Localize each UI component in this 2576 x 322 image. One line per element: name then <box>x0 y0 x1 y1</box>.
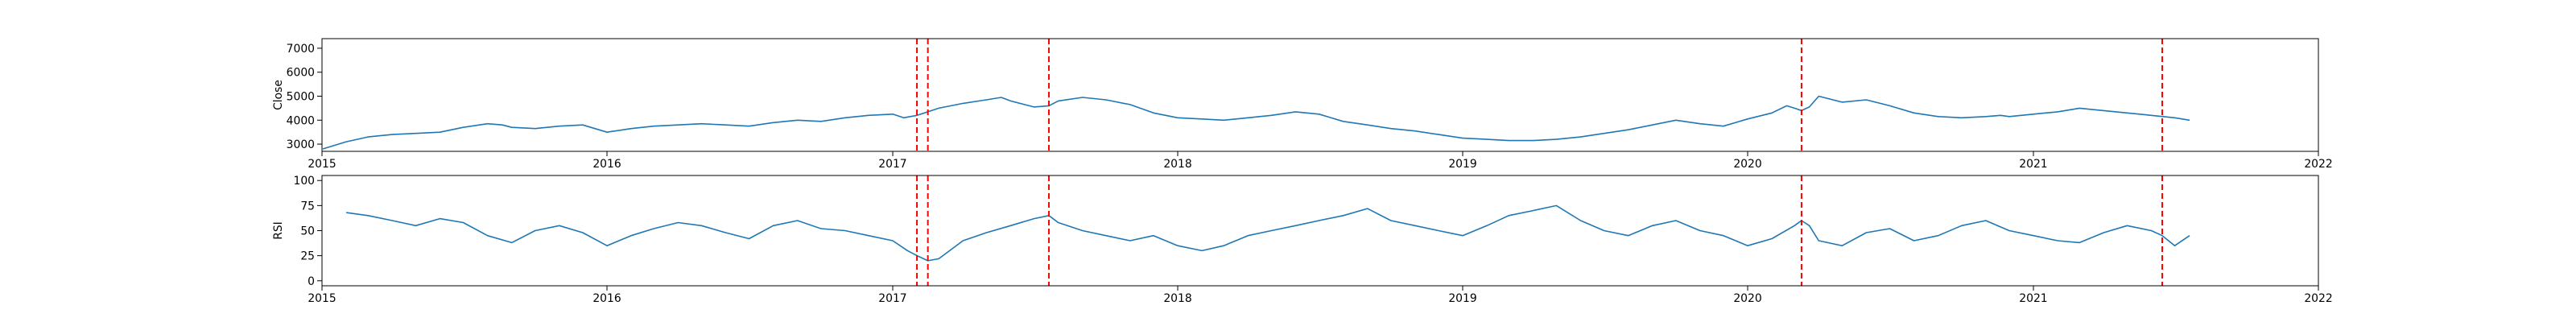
close-y-tick-label: 4000 <box>287 114 315 127</box>
close-x-tick-label: 2022 <box>2304 158 2332 171</box>
close-series-line <box>322 95 2190 150</box>
rsi-x-tick-label: 2017 <box>878 292 906 305</box>
rsi-x-tick-label: 2020 <box>1733 292 1761 305</box>
close-y-axis-label: Close <box>272 80 285 110</box>
rsi-y-tick-label: 0 <box>308 275 315 288</box>
close-axes-frame <box>321 38 2319 152</box>
rsi-y-tick-label: 50 <box>300 225 315 238</box>
close-x-tick-label: 2017 <box>878 158 906 171</box>
rsi-panel: 2015 2016 2017 2018 2019 2020 2021 2022 0 25 50 75 1… <box>272 175 2333 305</box>
rsi-x-tick-label: 2021 <box>2019 292 2047 305</box>
rsi-x-tick-label: 2015 <box>308 292 336 305</box>
close-y-tick-label: 7000 <box>287 43 315 56</box>
close-y-tick-label: 6000 <box>287 67 315 80</box>
rsi-series-line <box>345 204 2190 262</box>
rsi-y-axis-label: RSI <box>272 221 285 240</box>
close-x-tick-label: 2016 <box>592 158 621 171</box>
close-x-tick-label: 2021 <box>2019 158 2047 171</box>
rsi-x-tick-label: 2016 <box>592 292 621 305</box>
close-y-tick-label: 5000 <box>287 90 315 103</box>
close-x-tick-label: 2020 <box>1733 158 1761 171</box>
close-x-tick-label: 2015 <box>308 158 336 171</box>
rsi-axes-frame <box>321 175 2319 287</box>
close-x-tick-label: 2018 <box>1163 158 1191 171</box>
rsi-y-tick-label: 25 <box>300 250 315 263</box>
rsi-y-tick-label: 75 <box>300 200 315 213</box>
rsi-x-tick-label: 2018 <box>1163 292 1191 305</box>
rsi-y-tick-label: 100 <box>293 175 315 188</box>
close-price-panel: 2015 2016 2017 2018 2019 2020 2021 2022 3000 4000… <box>272 38 2333 171</box>
close-x-tick-label: 2019 <box>1448 158 1476 171</box>
rsi-x-tick-label: 2022 <box>2304 292 2332 305</box>
close-y-tick-label: 3000 <box>287 138 315 151</box>
rsi-x-tick-label: 2019 <box>1448 292 1476 305</box>
